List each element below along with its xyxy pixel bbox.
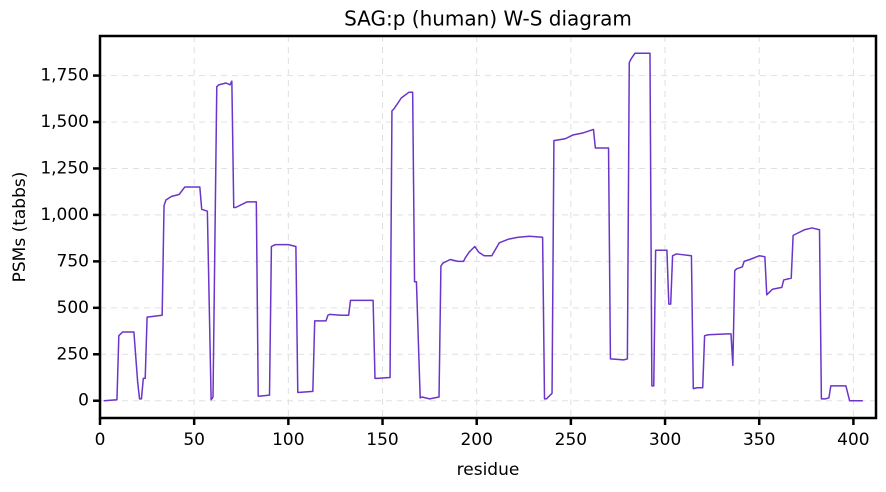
x-tick-label: 250: [555, 430, 587, 450]
y-tick-label: 250: [57, 344, 89, 364]
x-tick-label: 350: [743, 430, 775, 450]
y-tick-label: 0: [78, 391, 89, 411]
data-line: [103, 52, 863, 402]
x-tick-label: 300: [649, 430, 681, 450]
y-tick-label: 750: [57, 251, 89, 271]
y-axis-label: PSMs (tabbs): [10, 172, 30, 283]
y-tick-label: 1,250: [40, 158, 89, 178]
chart-title: SAG:p (human) W-S diagram: [344, 7, 632, 31]
y-tick-label: 1,000: [40, 205, 89, 225]
x-tick-label: 0: [95, 430, 106, 450]
x-axis-label: residue: [457, 460, 520, 480]
x-tick-label: 100: [272, 430, 304, 450]
x-tick-label: 150: [366, 430, 398, 450]
x-tick-label: 400: [837, 430, 869, 450]
y-tick-label: 500: [57, 298, 89, 318]
x-tick-label: 200: [460, 430, 492, 450]
plot-frame: [98, 34, 878, 420]
x-tick-label: 50: [183, 430, 205, 450]
y-tick-label: 1,750: [40, 66, 89, 86]
y-tick-label: 1,500: [40, 112, 89, 132]
